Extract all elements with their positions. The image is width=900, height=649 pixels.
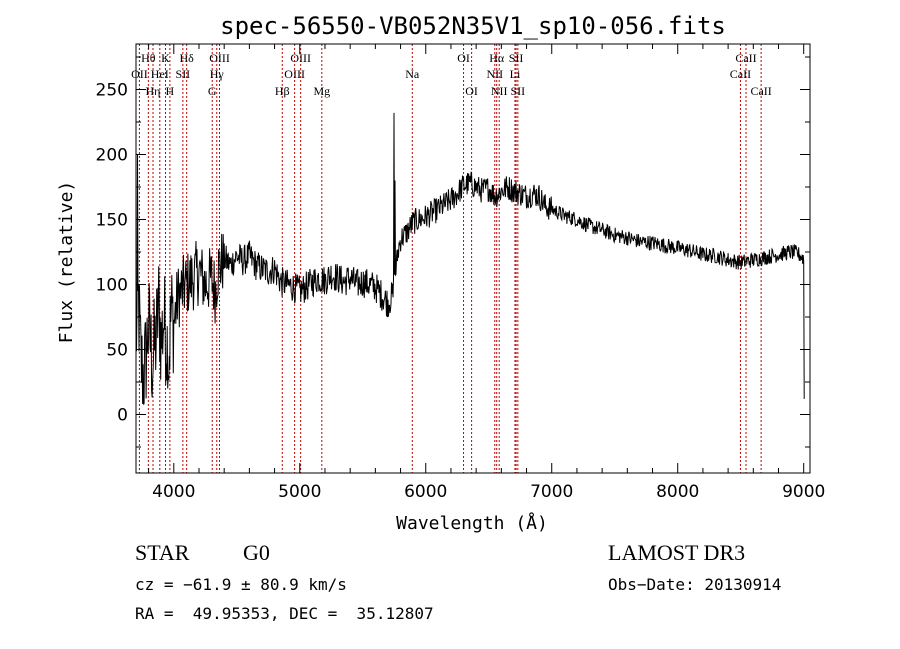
redshift-velocity: cz = −61.9 ± 80.9 km/s bbox=[135, 575, 347, 594]
y-tick-label: 200 bbox=[96, 146, 128, 166]
line-label: CaII bbox=[750, 84, 771, 98]
line-label: Mg bbox=[313, 84, 330, 98]
line-label: OI bbox=[465, 84, 478, 98]
line-label: Li bbox=[510, 67, 521, 81]
x-tick-label: 6000 bbox=[404, 482, 447, 502]
line-label: Hγ bbox=[210, 67, 225, 81]
object-class: STAR bbox=[135, 540, 190, 565]
line-label: OI bbox=[457, 51, 470, 65]
line-label: H bbox=[166, 84, 175, 98]
line-label: OII bbox=[131, 67, 148, 81]
y-axis-ticks: 0 50 100 150 200 250 bbox=[96, 56, 810, 448]
line-label: OIII bbox=[290, 51, 311, 65]
line-label: CaII bbox=[730, 67, 751, 81]
survey-name: LAMOST DR3 bbox=[608, 540, 746, 565]
line-label: Hα bbox=[489, 51, 505, 65]
y-axis-label: Flux (relative) bbox=[56, 181, 77, 344]
line-label: NII bbox=[491, 84, 508, 98]
ra-dec-coordinates: RA = 49.95353, DEC = 35.12807 bbox=[135, 604, 434, 623]
line-label: SII bbox=[176, 67, 191, 81]
line-label: HeI bbox=[151, 67, 169, 81]
line-label: OIII bbox=[284, 67, 305, 81]
y-tick-label: 50 bbox=[106, 341, 128, 361]
line-label: Hδ bbox=[179, 51, 194, 65]
observation-date: Obs−Date: 20130914 bbox=[608, 575, 782, 594]
x-axis-ticks: 4000 5000 6000 7000 8000 9000 bbox=[148, 44, 825, 502]
line-label: G bbox=[208, 84, 217, 98]
x-tick-label: 5000 bbox=[278, 482, 321, 502]
line-label: OIII bbox=[209, 51, 230, 65]
y-tick-label: 0 bbox=[117, 406, 128, 426]
y-tick-label: 100 bbox=[96, 276, 128, 296]
line-label: CaII bbox=[735, 51, 756, 65]
line-label: K bbox=[161, 51, 170, 65]
line-label: NII bbox=[486, 67, 503, 81]
line-label: SII bbox=[509, 51, 524, 65]
line-label: Hη bbox=[146, 84, 161, 98]
x-tick-label: 7000 bbox=[530, 482, 573, 502]
line-label: Na bbox=[405, 67, 420, 81]
plot-frame bbox=[135, 43, 811, 474]
x-tick-label: 4000 bbox=[152, 482, 195, 502]
object-subclass: G0 bbox=[243, 540, 270, 565]
emission-line-labels: Hθ OII Hη K HeI H Hδ SII OIII Hγ G Hβ OIII OIII Mg Na OI… bbox=[131, 51, 772, 98]
emission-line-markers bbox=[138, 44, 762, 473]
spectrum-series bbox=[135, 112, 805, 405]
y-tick-label: 250 bbox=[96, 81, 128, 101]
x-axis-label: Wavelength (Å) bbox=[396, 512, 548, 534]
y-tick-label: 150 bbox=[96, 211, 128, 231]
line-label: SII bbox=[511, 84, 526, 98]
chart-title: spec-56550-VB052N35V1_sp10-056.fits bbox=[220, 12, 726, 40]
x-tick-label: 8000 bbox=[656, 482, 699, 502]
x-tick-label: 9000 bbox=[782, 482, 825, 502]
line-label: Hβ bbox=[275, 84, 290, 98]
line-label: Hθ bbox=[141, 51, 156, 65]
